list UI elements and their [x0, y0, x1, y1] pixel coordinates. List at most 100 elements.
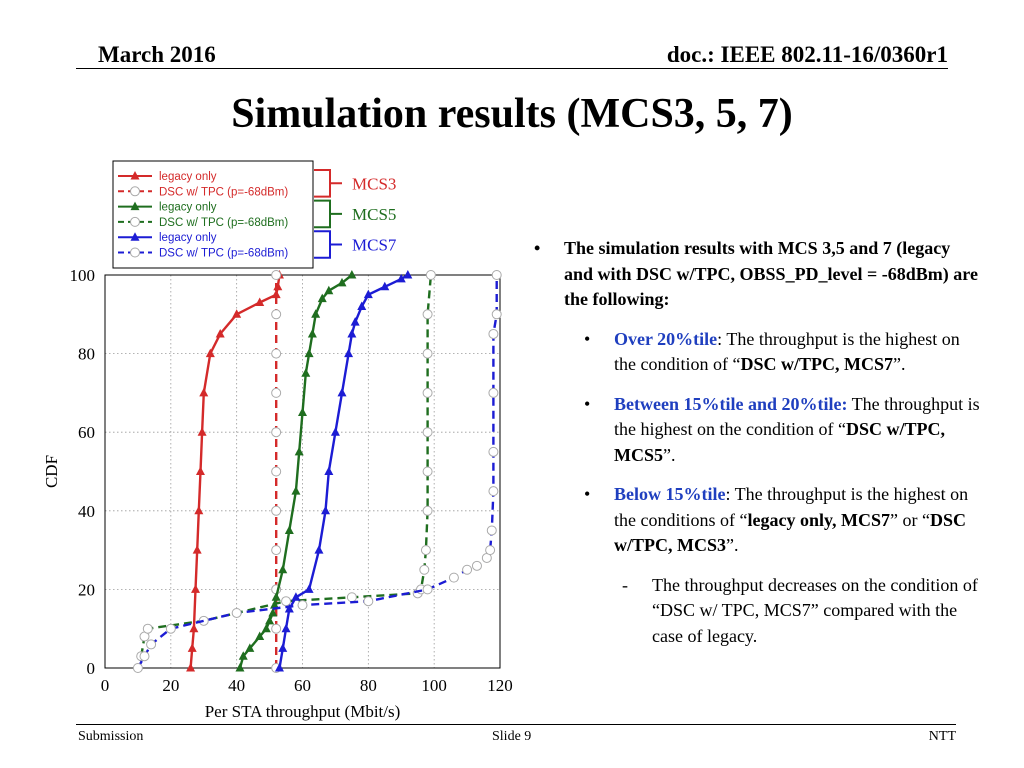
data-point — [165, 623, 176, 634]
bullet-lead: Between 15%tile and 20%tile: — [614, 393, 848, 414]
data-point — [324, 285, 334, 295]
data-point — [488, 486, 499, 497]
data-point — [422, 309, 433, 320]
series-mcs7-dsc-tpc — [132, 270, 502, 673]
data-point — [205, 348, 215, 358]
data-point — [268, 607, 278, 617]
data-point — [307, 328, 317, 338]
series-mcs5-dsc-tpc — [136, 270, 436, 662]
data-point — [199, 387, 209, 397]
data-point — [301, 368, 311, 377]
data-point — [271, 505, 282, 516]
bullet-text: The throughput is the highest on the con… — [614, 393, 980, 440]
legend-marker — [130, 171, 140, 180]
y-axis-label: CDF — [42, 455, 61, 488]
data-point — [197, 427, 207, 436]
bullet-bold: legacy only, MCS7 — [747, 509, 890, 530]
y-tick-label: 100 — [70, 266, 96, 285]
legend-marker — [130, 216, 140, 227]
bullet-tail: ”. — [726, 535, 739, 555]
data-point — [142, 623, 153, 634]
bullet-bold: DSC w/TPC, MCS3 — [614, 509, 966, 556]
legend: legacy only DSC w/ TPC (p=-68dBm) legacy o… — [112, 160, 314, 269]
bullet-dot: • — [584, 393, 591, 414]
x-tick-label: 60 — [294, 676, 311, 695]
data-point — [337, 387, 347, 397]
bullet-lead: Below 15%tile — [614, 484, 726, 504]
bullet-tail: ”. — [663, 444, 676, 465]
bullet-list: • The simulation results with MCS 3,5 an… — [530, 236, 980, 649]
legend-label: legacy only — [159, 202, 217, 214]
legend-label: DSC w/ TPC (p=-68dBm) — [159, 217, 288, 229]
bullet-sep: : — [725, 484, 731, 504]
data-point — [357, 301, 367, 310]
legend-item: DSC w/ TPC (p=-68dBm) — [118, 247, 288, 260]
x-axis-label: Per STA throughput (Mbit/s) — [205, 702, 401, 721]
data-point — [255, 297, 265, 307]
data-point — [488, 446, 499, 457]
data-point — [311, 309, 321, 318]
data-point — [215, 328, 225, 338]
footer-rule — [76, 724, 956, 725]
data-point — [132, 663, 143, 673]
y-tick-label: 80 — [78, 345, 95, 364]
legend-item: legacy only — [118, 232, 217, 244]
bullet-dot: • — [584, 484, 591, 504]
legend-item: legacy only — [118, 201, 217, 214]
data-point — [146, 639, 157, 650]
series-line — [189, 274, 281, 669]
group-bracket — [314, 230, 342, 259]
data-point — [191, 584, 201, 593]
data-point — [422, 427, 433, 438]
data-point — [294, 446, 304, 456]
bullet-main-text: The simulation results with MCS 3,5 and … — [564, 238, 978, 309]
x-tick-label: 80 — [360, 676, 377, 695]
bullet-dash: - — [622, 574, 628, 595]
data-point — [344, 348, 354, 358]
legend-label: DSC w/ TPC (p=-68dBm) — [159, 248, 288, 260]
series-mcs7-legacy — [274, 270, 413, 672]
group-bracket — [314, 169, 342, 198]
data-point — [284, 604, 294, 613]
data-point — [491, 270, 502, 280]
legend-item: legacy only — [118, 171, 217, 183]
data-point — [363, 596, 374, 607]
data-point — [139, 651, 150, 662]
data-point — [231, 607, 242, 618]
data-point — [194, 505, 204, 515]
legend-label: legacy only — [159, 171, 217, 183]
group-bracket — [314, 199, 342, 229]
data-point — [278, 643, 288, 652]
header-rule — [76, 68, 948, 69]
data-point — [363, 289, 373, 299]
data-point — [281, 596, 292, 607]
page-title: Simulation results (MCS3, 5, 7) — [231, 91, 793, 137]
legend-marker — [130, 232, 140, 241]
bullet-bold: DSC w/TPC, MCS7 — [740, 354, 893, 374]
data-point — [330, 427, 340, 436]
data-point — [346, 592, 357, 603]
bullet-text: The throughput is the highest on the con… — [614, 328, 960, 375]
data-point — [462, 564, 473, 575]
data-point — [291, 592, 301, 601]
series-mcs3-legacy — [186, 270, 284, 672]
data-point — [238, 651, 248, 660]
data-point — [297, 600, 308, 611]
data-point — [232, 309, 242, 318]
data-point — [304, 348, 314, 358]
data-point — [235, 663, 245, 672]
group-label: MCS7 — [352, 236, 397, 255]
data-point — [271, 545, 282, 556]
bullet-tail: ”. — [892, 354, 906, 374]
data-point — [261, 623, 271, 633]
data-point — [298, 407, 307, 417]
footer-slide-number: Slide 9 — [492, 729, 532, 744]
bullet-main: • The simulation results with MCS 3,5 an… — [530, 236, 980, 313]
data-point — [195, 466, 205, 475]
data-point — [189, 623, 199, 633]
x-tick-label: 0 — [101, 676, 110, 695]
data-point — [347, 270, 357, 279]
data-point — [274, 663, 284, 672]
data-point — [271, 289, 281, 299]
data-point — [278, 564, 288, 574]
